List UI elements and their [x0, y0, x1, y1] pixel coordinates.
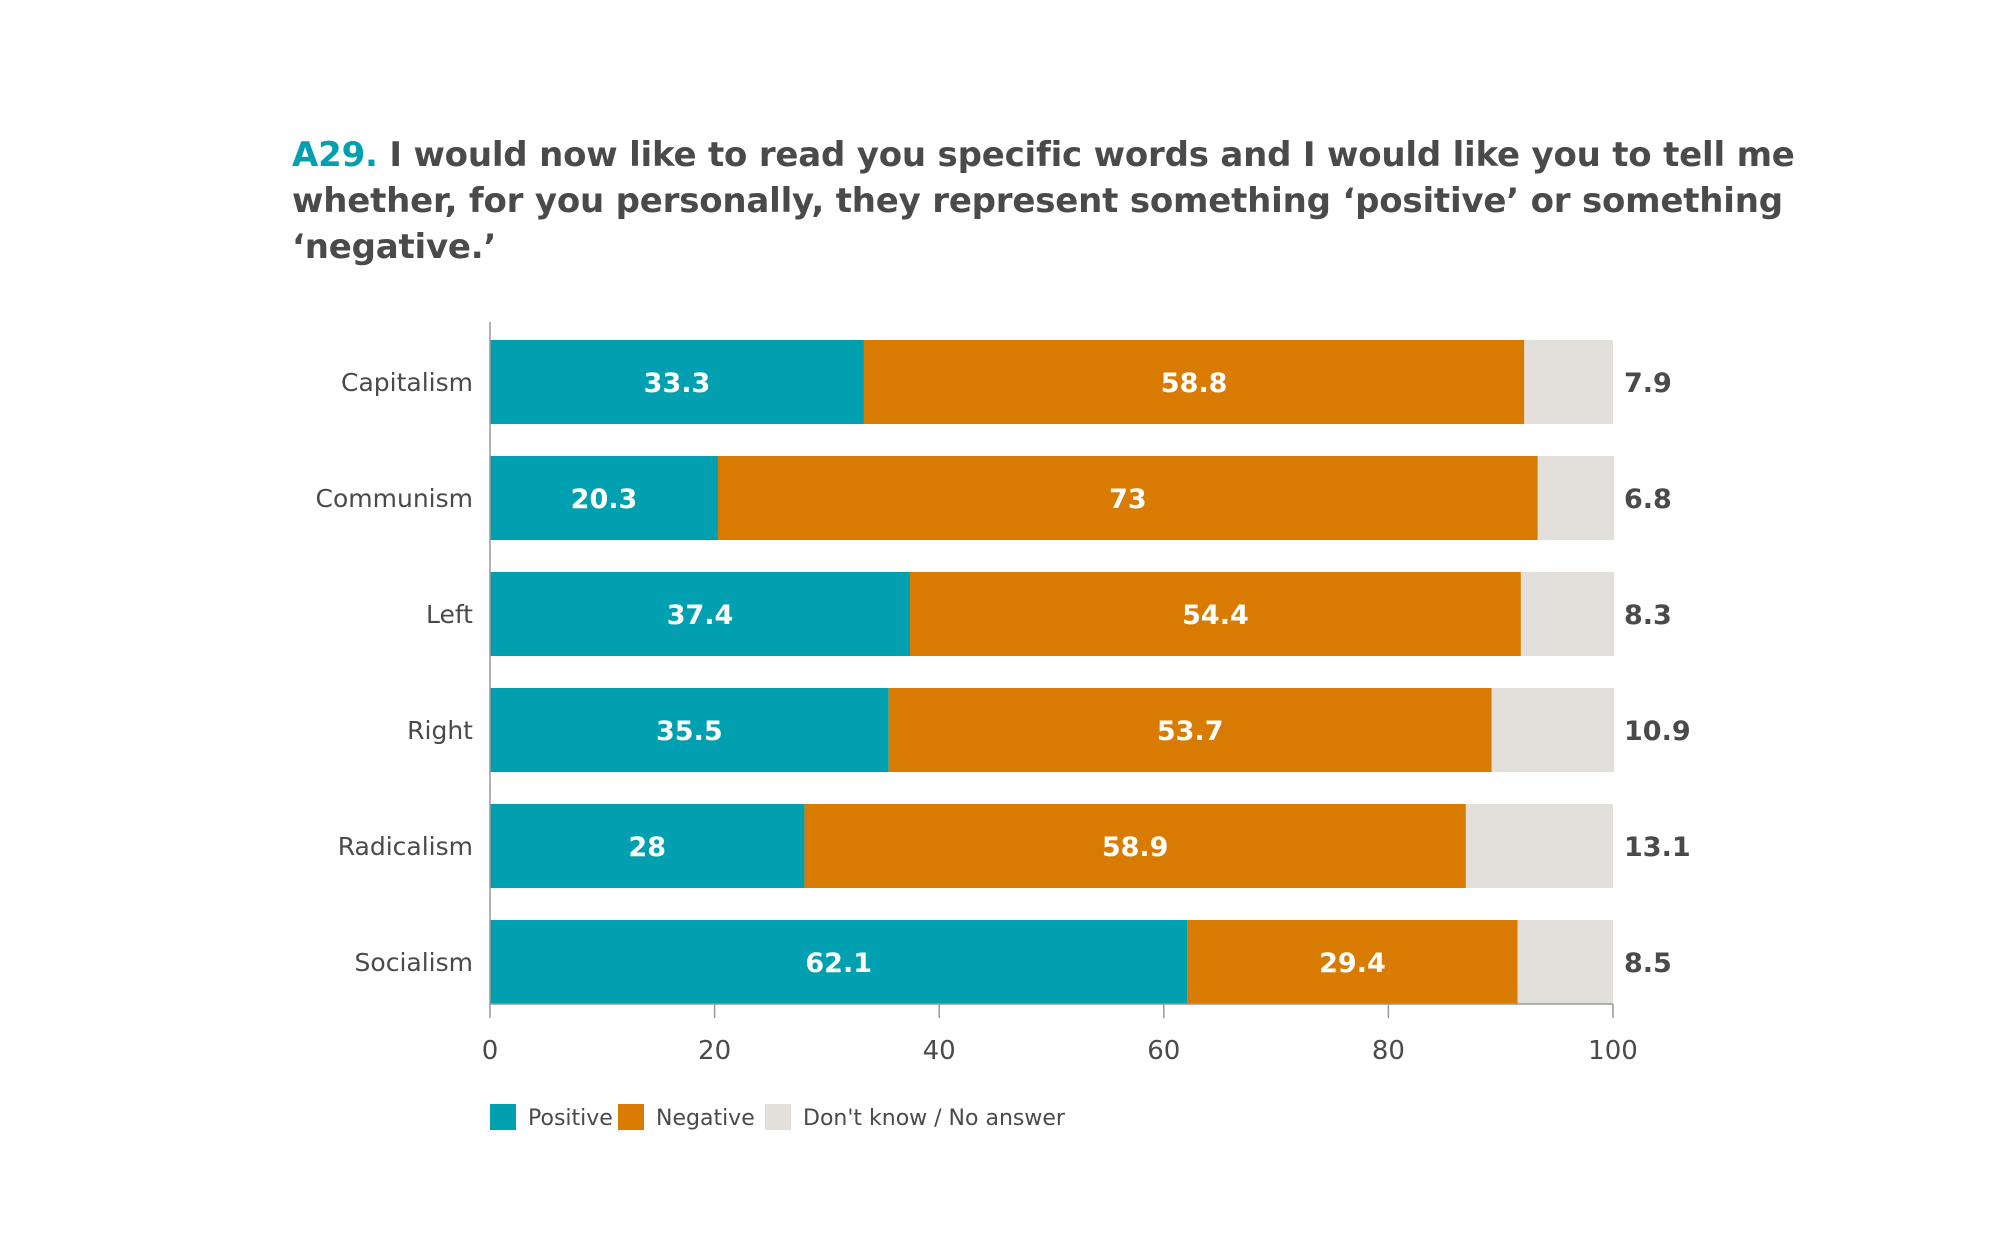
bar-left-don-t-know-no-answer	[1520, 572, 1615, 656]
value-label-right-don-t-know-no-answer: 10.9	[1624, 716, 1691, 747]
chart-title: A29. I would now like to read you specif…	[292, 132, 1852, 270]
category-label-socialism: Socialism	[355, 948, 473, 977]
bar-capitalism-negative	[863, 340, 1525, 424]
value-label-left-don-t-know-no-answer: 8.3	[1624, 600, 1672, 631]
value-label-communism-positive: 20.3	[571, 484, 638, 515]
value-label-radicalism-don-t-know-no-answer: 13.1	[1624, 832, 1691, 863]
bar-communism-don-t-know-no-answer	[1537, 456, 1615, 540]
bar-right-positive	[490, 688, 889, 772]
value-label-communism-don-t-know-no-answer: 6.8	[1624, 484, 1672, 515]
value-label-communism-negative: 73	[1109, 484, 1147, 515]
value-label-socialism-negative: 29.4	[1319, 948, 1386, 979]
question-text: I would now like to read you specific wo…	[292, 135, 1795, 267]
legend-label-negative: Negative	[656, 1106, 755, 1131]
legend-label-don-t-know-no-answer: Don't know / No answer	[803, 1106, 1066, 1131]
bar-radicalism-negative	[804, 804, 1466, 888]
x-tick-label-40: 40	[923, 1036, 956, 1066]
legend-swatch-negative	[618, 1104, 644, 1130]
x-tick-label-60: 60	[1147, 1036, 1180, 1066]
category-label-radicalism: Radicalism	[338, 832, 473, 861]
bar-capitalism-don-t-know-no-answer	[1524, 340, 1613, 424]
bar-socialism-positive	[490, 920, 1188, 1004]
bar-left-negative	[910, 572, 1521, 656]
value-label-capitalism-negative: 58.8	[1161, 368, 1228, 399]
question-code: A29.	[292, 135, 378, 175]
bar-right-negative	[888, 688, 1492, 772]
bar-communism-negative	[717, 456, 1538, 540]
value-label-right-positive: 35.5	[656, 716, 723, 747]
value-label-radicalism-positive: 28	[628, 832, 666, 863]
bar-socialism-don-t-know-no-answer	[1517, 920, 1613, 1004]
bar-capitalism-positive	[490, 340, 864, 424]
value-label-radicalism-negative: 58.9	[1102, 832, 1169, 863]
value-label-capitalism-positive: 33.3	[644, 368, 711, 399]
x-tick-label-20: 20	[698, 1036, 731, 1066]
value-label-socialism-don-t-know-no-answer: 8.5	[1624, 948, 1672, 979]
x-tick-label-0: 0	[482, 1036, 499, 1066]
value-label-capitalism-don-t-know-no-answer: 7.9	[1624, 368, 1672, 399]
bar-left-positive	[490, 572, 911, 656]
value-label-left-positive: 37.4	[667, 600, 734, 631]
category-label-communism: Communism	[316, 484, 473, 513]
bar-communism-positive	[490, 456, 718, 540]
category-label-left: Left	[426, 600, 473, 629]
x-tick-label-80: 80	[1372, 1036, 1405, 1066]
category-label-capitalism: Capitalism	[341, 368, 473, 397]
value-label-left-negative: 54.4	[1182, 600, 1249, 631]
bar-right-don-t-know-no-answer	[1491, 688, 1615, 772]
bar-radicalism-don-t-know-no-answer	[1465, 804, 1613, 888]
bar-socialism-negative	[1187, 920, 1518, 1004]
legend-swatch-don-t-know-no-answer	[765, 1104, 791, 1130]
value-label-right-negative: 53.7	[1157, 716, 1224, 747]
x-tick-label-100: 100	[1588, 1036, 1638, 1066]
category-label-right: Right	[407, 716, 473, 745]
legend-swatch-positive	[490, 1104, 516, 1130]
legend-label-positive: Positive	[528, 1106, 613, 1131]
value-label-socialism-positive: 62.1	[805, 948, 872, 979]
bar-radicalism-positive	[490, 804, 805, 888]
